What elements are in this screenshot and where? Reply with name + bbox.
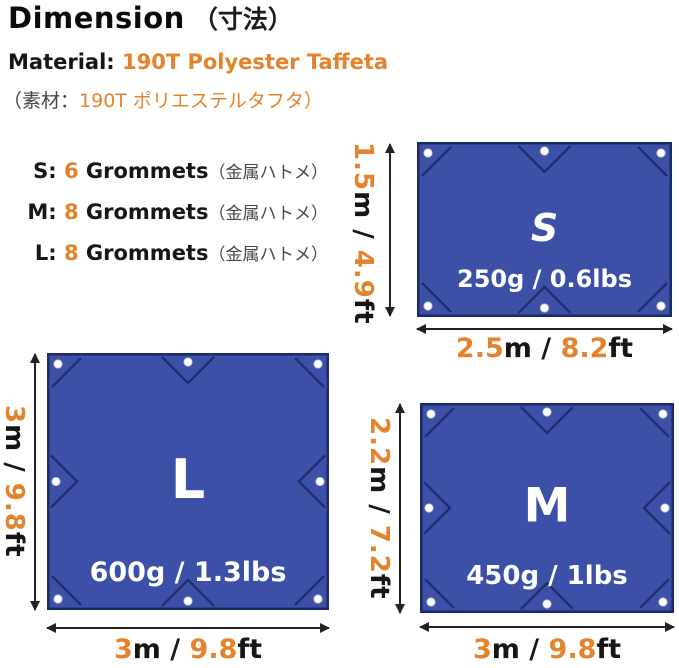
seam-lines bbox=[421, 145, 668, 314]
tarp-m-width-arrow bbox=[419, 622, 675, 632]
grommet-holes bbox=[51, 357, 325, 606]
text-part: ft bbox=[596, 634, 622, 665]
text-part: ft bbox=[608, 333, 634, 364]
text-part: / bbox=[160, 634, 190, 665]
text-part: 7.2 bbox=[364, 524, 394, 574]
tarp-sheet-svg bbox=[417, 142, 672, 317]
grommet-row-s: S: 6 Grommets（金属ハトメ） bbox=[0, 151, 328, 192]
text-part: 190T ポリエステルタフタ） bbox=[79, 90, 323, 112]
tarp-s-width-arrow bbox=[416, 324, 673, 334]
seam-lines bbox=[423, 406, 671, 610]
title-japanese: （寸法） bbox=[192, 5, 293, 34]
grommet-holes bbox=[423, 146, 666, 313]
material-line-japanese: （素材：190T ポリエステルタフタ） bbox=[3, 86, 323, 113]
text-part: Grommets bbox=[78, 200, 209, 224]
text-part: 9.8 bbox=[0, 482, 29, 533]
tarp-m-letter: M bbox=[523, 478, 571, 534]
text-part: 3 bbox=[113, 634, 133, 665]
grommet-count-list: S: 6 Grommets（金属ハトメ） M: 8 Grommets（金属ハトメ… bbox=[0, 151, 328, 274]
text-part: / bbox=[0, 452, 29, 483]
text-part: ft bbox=[237, 634, 263, 665]
text-part: / bbox=[348, 219, 378, 250]
text-part: 2.5 bbox=[455, 333, 504, 364]
text-part: S: bbox=[33, 159, 64, 183]
text-part: m bbox=[348, 191, 378, 220]
text-part: M: bbox=[27, 200, 64, 224]
text-part: （金属ハトメ） bbox=[208, 204, 328, 224]
tarp-m-width-label: 3m / 9.8ft bbox=[410, 634, 679, 665]
text-part: （金属ハトメ） bbox=[208, 163, 328, 183]
tarp-m-height-label: 2.2m / 7.2ft bbox=[363, 403, 395, 613]
page-title: Dimension （寸法） bbox=[8, 0, 293, 36]
text-part: 8.2 bbox=[560, 333, 609, 364]
tarp-l-letter: L bbox=[170, 447, 206, 511]
text-part: 6 bbox=[63, 159, 79, 183]
text-part: 3 bbox=[472, 634, 492, 665]
tarp-sheet bbox=[47, 353, 329, 610]
tarp-s-letter: S bbox=[530, 205, 559, 250]
text-part: （金属ハトメ） bbox=[208, 245, 328, 265]
tarp-s-height-label: 1.5m / 4.9ft bbox=[347, 142, 379, 325]
text-part: m bbox=[503, 333, 532, 364]
tarp-s-height-arrow bbox=[385, 143, 395, 317]
tarp-l-height-arrow bbox=[30, 353, 40, 611]
tarp-m-height-arrow bbox=[395, 403, 405, 614]
tarp-sheet-svg bbox=[47, 353, 329, 610]
text-part: 190T Polyester Taffeta bbox=[121, 50, 389, 74]
text-part: Grommets bbox=[78, 159, 209, 183]
text-part: m bbox=[364, 465, 394, 494]
tarp-s-width-label: 2.5m / 8.2ft bbox=[412, 333, 677, 364]
grommet-row-m: M: 8 Grommets（金属ハトメ） bbox=[0, 192, 328, 233]
text-part: ft bbox=[0, 532, 29, 558]
text-part: / bbox=[519, 634, 549, 665]
text-part: （素材： bbox=[3, 90, 80, 112]
text-part: 9.8 bbox=[189, 634, 238, 665]
text-part: m bbox=[0, 424, 29, 453]
text-part: 8 bbox=[63, 200, 79, 224]
tarp-l-width-label: 3m / 9.8ft bbox=[37, 634, 339, 665]
seam-lines bbox=[50, 356, 326, 607]
tarp-l-width-arrow bbox=[46, 623, 330, 633]
text-part: / bbox=[531, 333, 561, 364]
text-part: 8 bbox=[63, 241, 79, 265]
text-part: ft bbox=[364, 573, 394, 600]
tarp-sheet bbox=[420, 403, 674, 613]
text-part: m bbox=[132, 634, 161, 665]
title-english: Dimension bbox=[8, 1, 185, 35]
text-part: 9.8 bbox=[548, 634, 597, 665]
text-part: 3 bbox=[0, 405, 29, 425]
text-part: ft bbox=[348, 298, 378, 325]
tarp-l-graphic: L 600g / 1.3lbs bbox=[47, 353, 329, 610]
grommet-row-l: L: 8 Grommets（金属ハトメ） bbox=[0, 233, 328, 274]
text-part: 1.5 bbox=[348, 142, 378, 192]
tarp-m-weight: 450g / 1lbs bbox=[466, 561, 628, 591]
text-part: 2.2 bbox=[364, 416, 394, 466]
tarp-m-graphic: M 450g / 1lbs bbox=[420, 403, 674, 613]
text-part: 4.9 bbox=[348, 249, 378, 299]
text-part: Material: bbox=[8, 50, 122, 74]
text-part: L: bbox=[34, 241, 64, 265]
tarp-sheet-svg bbox=[420, 403, 674, 613]
material-line: Material: 190T Polyester Taffeta bbox=[8, 50, 388, 74]
tarp-s-weight: 250g / 0.6lbs bbox=[457, 265, 632, 293]
text-part: / bbox=[364, 493, 394, 525]
text-part: m bbox=[491, 634, 520, 665]
text-part: Grommets bbox=[78, 241, 209, 265]
tarp-l-height-label: 3m / 9.8ft bbox=[0, 353, 30, 610]
grommet-holes bbox=[424, 407, 670, 609]
tarp-s-graphic: S 250g / 0.6lbs bbox=[417, 142, 672, 317]
tarp-l-weight: 600g / 1.3lbs bbox=[89, 557, 287, 588]
